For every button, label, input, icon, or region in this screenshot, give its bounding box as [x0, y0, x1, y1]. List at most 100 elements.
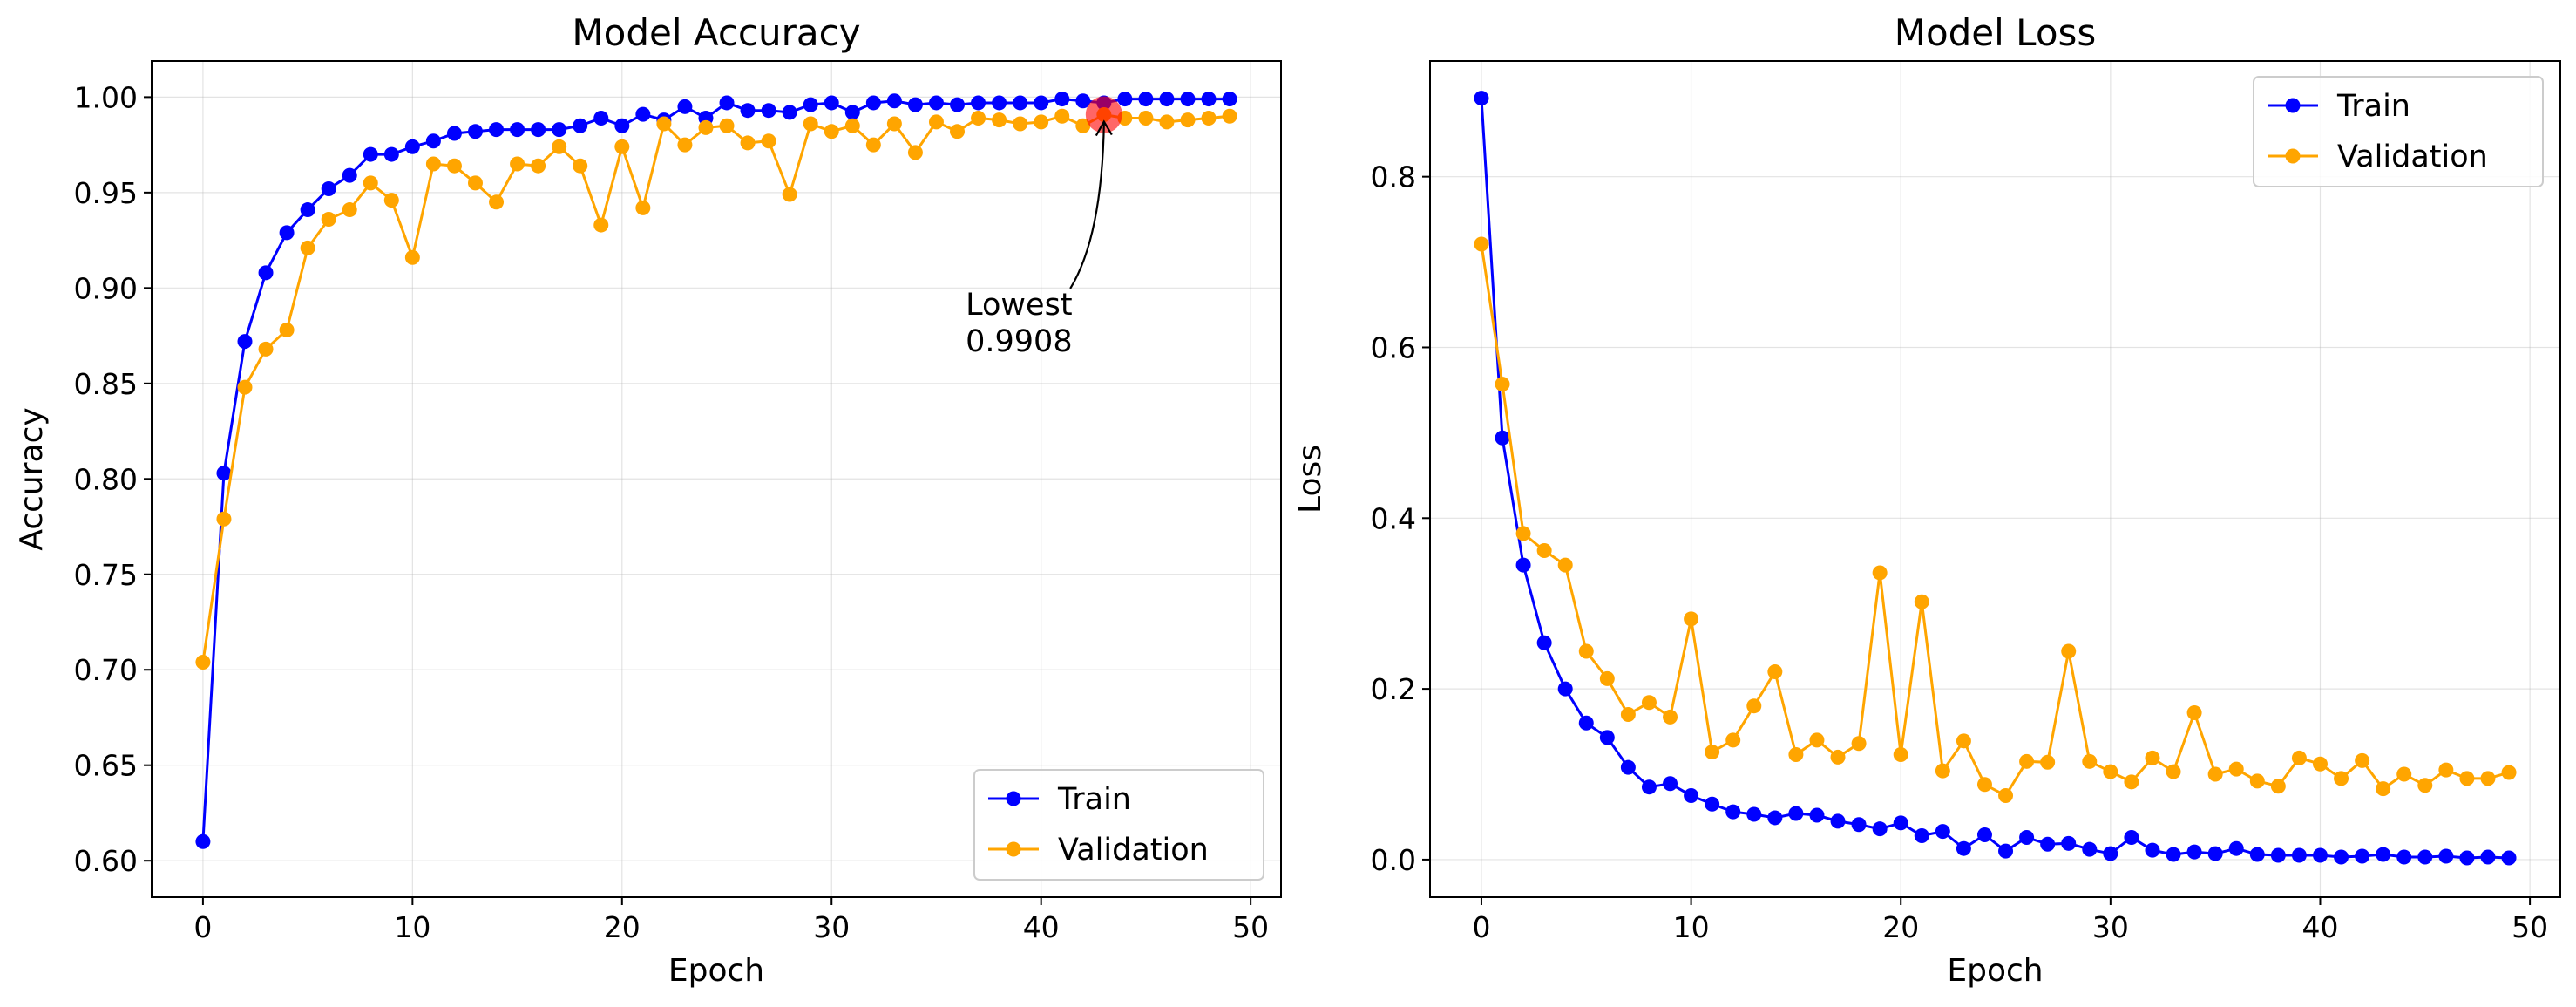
data-point-validation: [886, 116, 902, 132]
data-point-train: [1075, 93, 1091, 109]
loss-plot-frame: [1429, 60, 2561, 898]
data-point-validation: [1599, 670, 1615, 686]
series-line-validation: [201, 112, 1230, 663]
data-point-train: [719, 95, 735, 111]
data-point-train: [1998, 843, 2014, 859]
data-point-train: [1599, 730, 1615, 745]
data-point-validation: [2249, 773, 2265, 789]
data-point-train: [1725, 804, 1741, 820]
data-point-validation: [446, 158, 462, 174]
data-point-train: [237, 334, 253, 350]
data-point-validation: [1013, 116, 1028, 132]
data-point-train: [321, 180, 336, 196]
data-point-validation: [907, 145, 923, 160]
data-point-validation: [2145, 750, 2160, 765]
data-point-validation: [1788, 746, 1804, 762]
data-point-validation: [573, 158, 588, 174]
data-point-validation: [2396, 766, 2412, 782]
data-point-validation: [300, 240, 315, 255]
data-point-train: [740, 103, 756, 119]
data-point-validation: [2124, 774, 2139, 790]
data-point-validation: [844, 118, 860, 133]
data-point-validation: [2417, 778, 2433, 793]
data-point-validation: [740, 135, 756, 151]
data-point-validation: [1159, 114, 1175, 130]
data-point-validation: [1620, 706, 1636, 722]
data-point-validation: [928, 114, 944, 130]
data-point-validation: [1684, 611, 1699, 627]
data-point-train: [2145, 842, 2160, 858]
data-point-validation: [510, 156, 525, 172]
data-point-train: [1641, 779, 1657, 795]
data-point-train: [2124, 829, 2139, 845]
data-point-validation: [971, 110, 986, 126]
x-tick-label: 30: [2092, 910, 2129, 944]
data-point-validation: [258, 341, 274, 357]
data-point-train: [1536, 635, 1552, 650]
data-point-validation: [2103, 764, 2118, 779]
loss-chart: 0 10 20 30 40 50 0.0 0.2 0.4 0.6 0.8 Model Loss E…: [1292, 11, 2561, 989]
data-point-train: [216, 466, 232, 481]
data-point-validation: [1641, 695, 1657, 711]
x-tick-label: 20: [604, 910, 641, 944]
annotation-arrowhead: [1095, 119, 1113, 137]
data-point-validation: [321, 212, 336, 228]
data-point-train: [950, 97, 966, 112]
data-point-validation: [1663, 709, 1678, 725]
data-point-validation: [635, 200, 651, 215]
data-point-train: [573, 118, 588, 133]
accuracy-chart: 0 10 20 30 40 50 0.60 0.65 0.70 0.75 0.80 0.85 0.90…: [14, 11, 1282, 989]
data-point-validation: [824, 124, 839, 139]
data-point-validation: [2228, 761, 2244, 777]
data-point-train: [510, 122, 525, 138]
annotation-value: 0.9908: [966, 324, 1072, 359]
legend-marker-train: [2285, 98, 2301, 113]
x-tick-label: 30: [813, 910, 850, 944]
data-point-validation: [552, 139, 567, 154]
accuracy-series: [195, 92, 1237, 849]
legend-box: [973, 769, 1264, 881]
data-point-validation: [467, 175, 483, 191]
data-point-validation: [1495, 377, 1510, 392]
series-line-train: [1480, 98, 2510, 860]
y-tick-label: 0.2: [1371, 672, 1416, 706]
data-point-validation: [383, 193, 399, 208]
data-point-train: [1893, 815, 1908, 831]
data-point-validation: [2376, 781, 2391, 797]
data-point-validation: [216, 511, 232, 527]
data-point-validation: [803, 116, 818, 132]
data-point-validation: [2019, 753, 2035, 769]
data-point-validation: [2459, 771, 2475, 786]
data-point-validation: [425, 156, 441, 172]
data-point-train: [2207, 846, 2223, 861]
data-point-train: [1851, 817, 1867, 833]
data-point-validation: [2166, 764, 2181, 779]
data-point-validation: [1809, 732, 1825, 748]
accuracy-x-axis-label: Epoch: [668, 953, 764, 989]
data-point-train: [2459, 850, 2475, 866]
data-point-validation: [1705, 745, 1720, 760]
highlight-marker: [1085, 96, 1122, 133]
data-point-train: [1976, 827, 1992, 843]
data-point-validation: [1851, 736, 1867, 752]
data-point-validation: [531, 158, 546, 174]
legend-marker-validation: [1006, 841, 1021, 857]
data-point-train: [1222, 92, 1237, 107]
data-point-validation: [1956, 733, 1971, 749]
data-point-train: [992, 95, 1007, 111]
data-point-train: [1054, 92, 1070, 107]
data-point-train: [1138, 92, 1154, 107]
data-point-validation: [1536, 542, 1552, 558]
data-point-train: [363, 146, 378, 162]
loss-series: [1474, 91, 2517, 866]
data-point-validation: [614, 139, 630, 154]
data-point-train: [593, 110, 609, 126]
x-tick-label: 20: [1882, 910, 1919, 944]
data-point-validation: [782, 187, 797, 202]
data-point-train: [2270, 847, 2286, 863]
data-point-train: [1495, 430, 1510, 446]
data-point-train: [1117, 92, 1133, 107]
y-tick-label: 0.60: [74, 844, 138, 878]
data-point-validation: [1474, 236, 1489, 252]
data-point-train: [865, 95, 881, 111]
